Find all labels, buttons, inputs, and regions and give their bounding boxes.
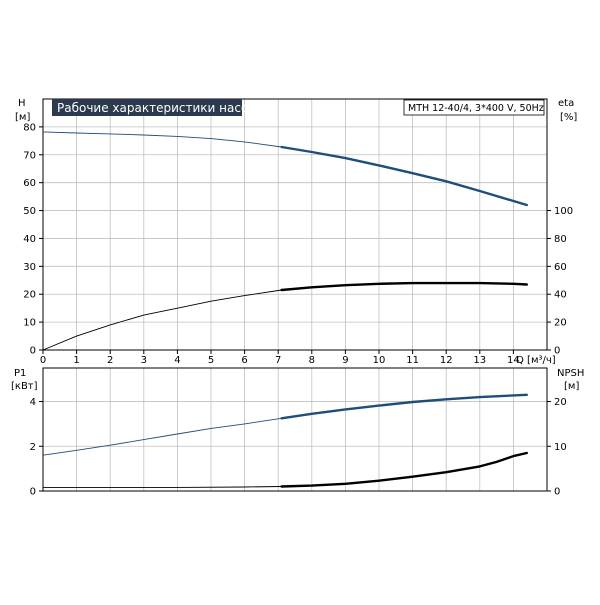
x-tick-label: 8 (309, 355, 315, 366)
left-tick-label: 2 (30, 442, 36, 453)
right-tick-label: 80 (554, 234, 567, 245)
top-series-1-bold (280, 281, 528, 292)
right-tick-label: 20 (554, 318, 567, 329)
left-tick-label: 80 (23, 122, 36, 133)
x-tick-label: 7 (275, 355, 281, 366)
bottom-series-1-bold (280, 451, 528, 488)
left-tick-label: 70 (23, 150, 36, 161)
left-tick-label: 0 (30, 346, 36, 357)
x-tick-label: 11 (406, 355, 419, 366)
top-series-0-bold (280, 145, 528, 207)
bottom-series-1-thin (43, 486, 282, 488)
right-tick-label: 100 (554, 206, 573, 217)
right-tick-label: 60 (554, 262, 567, 273)
efficiency-axis-unit: [%] (560, 112, 577, 123)
left-tick-label: 50 (23, 206, 36, 217)
flow-axis-label: Q [м³/ч] (516, 355, 556, 366)
right-tick-label: 0 (554, 346, 560, 357)
top-series-1-thin (42, 289, 282, 351)
power-npsh-ticks: 0 2 4 0 10 20 (30, 397, 567, 497)
x-tick-label: 12 (440, 355, 453, 366)
x-tick-label: 13 (473, 355, 486, 366)
head-efficiency-frame (42, 98, 548, 351)
power-npsh-frame (42, 367, 548, 492)
x-tick-label: 3 (141, 355, 147, 366)
bottom-series-0-thin (42, 417, 282, 456)
left-tick-label: 20 (23, 290, 36, 301)
left-tick-label: 60 (23, 178, 36, 189)
x-tick-label: 6 (241, 355, 247, 366)
left-tick-label: 40 (23, 234, 36, 245)
head-efficiency-grid (43, 99, 547, 350)
x-tick-label: 5 (208, 355, 214, 366)
head-axis-unit: [м] (15, 112, 30, 123)
bottom-series-0-bold (280, 393, 528, 420)
pump-info: MTH 12-40/4, 3*400 V, 50Hz (408, 103, 544, 114)
head-efficiency-series (42, 131, 528, 351)
x-tick-label: 14 (507, 355, 520, 366)
power-npsh-grid (43, 368, 547, 491)
x-tick-label: 9 (342, 355, 348, 366)
chart-title: Рабочие характеристики насоса (57, 101, 262, 115)
npsh-axis-label: NPSH (557, 368, 584, 379)
x-tick-label: 4 (174, 355, 180, 366)
x-tick-label: 1 (73, 355, 79, 366)
head-axis-label: H (18, 98, 26, 109)
left-tick-label: 4 (30, 397, 36, 408)
x-tick-label: 10 (373, 355, 386, 366)
power-axis-unit: [кВт] (11, 381, 38, 392)
chart-title-box (52, 99, 242, 116)
top-series-0-thin (42, 131, 282, 148)
right-tick-label: 10 (554, 442, 567, 453)
left-tick-label: 0 (30, 487, 36, 498)
power-axis-label: P1 (14, 368, 26, 379)
right-tick-label: 0 (554, 487, 560, 498)
power-npsh-panel: 0 2 4 0 10 20 P1 [кВт] NPSH [м] (11, 367, 584, 498)
npsh-axis-unit: [м] (564, 381, 579, 392)
efficiency-axis-label: eta (558, 98, 574, 109)
left-tick-label: 10 (23, 318, 36, 329)
pump-info-box (403, 99, 545, 116)
x-tick-label: 2 (107, 355, 113, 366)
right-tick-label: 20 (554, 397, 567, 408)
left-tick-label: 30 (23, 262, 36, 273)
power-npsh-series (42, 393, 528, 488)
x-tick-label: 0 (40, 355, 46, 366)
right-tick-label: 40 (554, 290, 567, 301)
